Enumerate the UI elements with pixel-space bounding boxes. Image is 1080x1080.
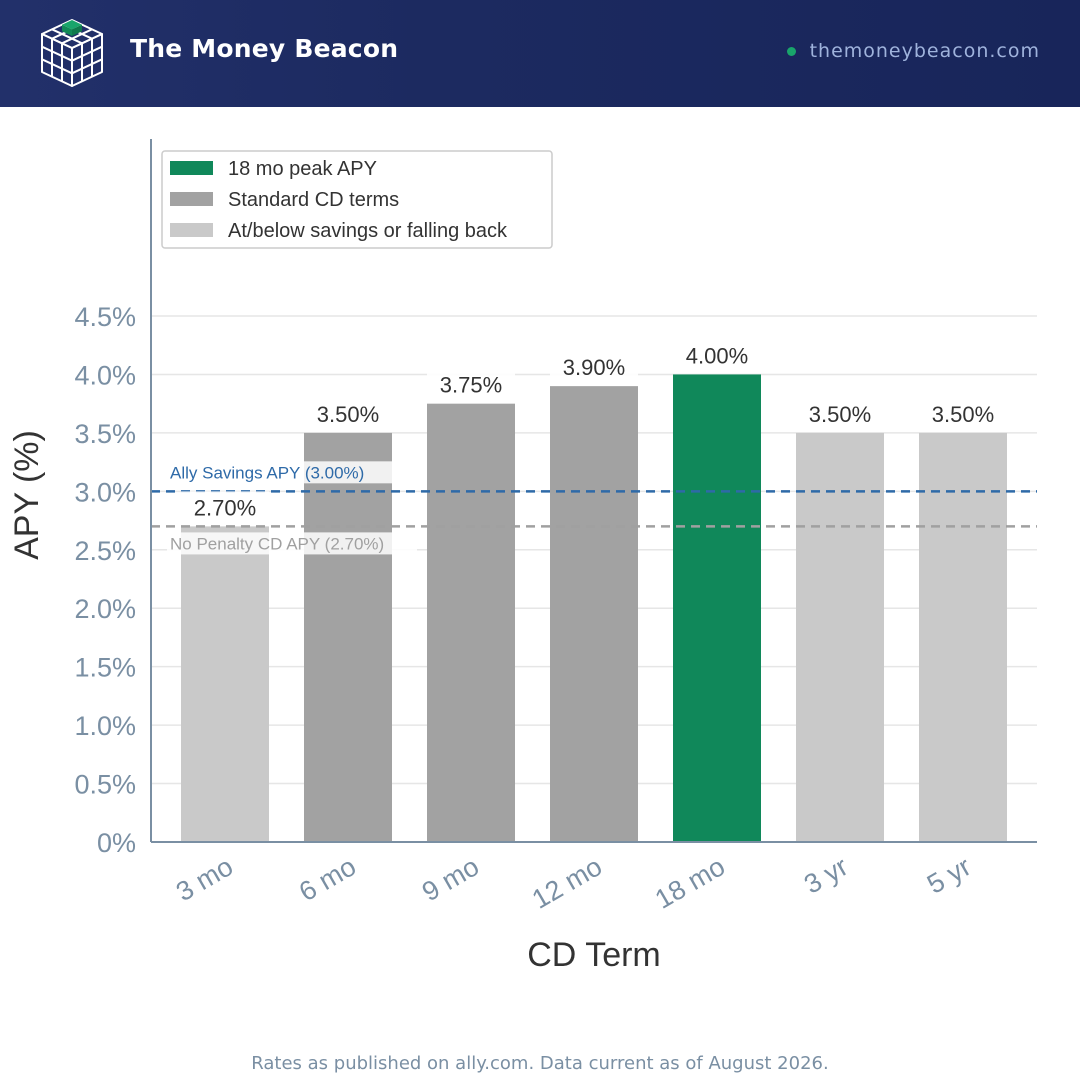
value-label: 3.50% (317, 402, 379, 427)
y-tick-label: 1.5% (74, 653, 136, 683)
reference-line-label: Ally Savings APY (3.00%) (170, 463, 364, 482)
y-tick-label: 4.5% (74, 302, 136, 332)
y-tick-label: 1.0% (74, 711, 136, 741)
y-tick-label: 0% (97, 828, 136, 858)
value-label-bg (673, 339, 761, 370)
bar-9-mo (427, 403, 515, 842)
reference-line-label: No Penalty CD APY (2.70%) (170, 534, 384, 553)
x-tick-label: 9 mo (417, 851, 484, 907)
value-label-bg (181, 491, 269, 522)
value-label: 3.50% (809, 402, 871, 427)
legend-swatch-below (170, 223, 213, 237)
value-label-bg (427, 368, 515, 399)
x-tick-label: 18 mo (650, 851, 730, 915)
legend-swatch-standard (170, 192, 213, 206)
x-tick-label: 3 mo (171, 851, 238, 907)
y-tick-label: 2.5% (74, 536, 136, 566)
brand-name: The Money Beacon (130, 34, 399, 63)
value-label-bg (550, 351, 638, 382)
status-dot-icon (786, 46, 796, 56)
reference-lines: Ally Savings APY (3.00%) No Penalty CD AP… (151, 461, 1037, 555)
bar-3-yr (796, 432, 884, 842)
y-tick-label: 2.0% (74, 594, 136, 624)
value-labels: 2.70% 3.50% 3.75% 3.90% 4.00% 3.50% 3.50% (181, 339, 1007, 522)
value-label-bg (796, 397, 884, 428)
site-url[interactable]: themoneybeacon.com (786, 40, 1040, 62)
value-label: 3.50% (932, 402, 994, 427)
y-tick-label: 0.5% (74, 770, 136, 800)
x-axis-title: CD Term (527, 936, 661, 974)
reference-label-bg (167, 532, 417, 555)
y-tick-label: 3.0% (74, 477, 136, 507)
apy-bar-chart: Ally Savings APY (3.00%) No Penalty CD AP… (8, 139, 1037, 974)
y-tick-label: 3.5% (74, 419, 136, 449)
x-tick-label: 6 mo (294, 851, 361, 907)
legend-box (161, 150, 553, 249)
legend-label-peak: 18 mo peak APY (228, 158, 377, 180)
value-label: 3.75% (440, 373, 502, 398)
legend-swatch-peak (170, 161, 213, 175)
y-tick-label: 4.0% (74, 360, 136, 390)
value-label-bg (304, 397, 392, 428)
legend-label-standard: Standard CD terms (228, 189, 399, 211)
value-label: 3.90% (563, 355, 625, 380)
footnote: Rates as published on ally.com. Data cur… (251, 1053, 829, 1074)
reference-label-bg (167, 461, 417, 484)
y-axis-title: APY (%) (8, 430, 46, 560)
legend-label-below: At/below savings or falling back (228, 220, 508, 242)
legend: 18 mo peak APY Standard CD terms At/below … (161, 150, 553, 249)
value-label: 4.00% (686, 343, 748, 368)
x-tick-label: 5 yr (922, 851, 976, 899)
bar-3-mo (181, 526, 269, 842)
x-tick-label: 12 mo (527, 851, 607, 915)
bar-6-mo (304, 432, 392, 842)
value-label-bg (919, 397, 1007, 428)
bar-18-mo (673, 374, 761, 842)
logo-accent-cube (62, 20, 82, 30)
value-label: 2.70% (194, 495, 256, 520)
header-banner: The Money Beacon themoneybeacon.com (0, 0, 1080, 107)
x-tick-label: 3 yr (799, 851, 853, 899)
bar-5-yr (919, 432, 1007, 842)
site-url-text: themoneybeacon.com (809, 40, 1040, 62)
bars (181, 374, 1007, 842)
cube-grid-icon (41, 19, 103, 87)
bar-12-mo (550, 386, 638, 842)
